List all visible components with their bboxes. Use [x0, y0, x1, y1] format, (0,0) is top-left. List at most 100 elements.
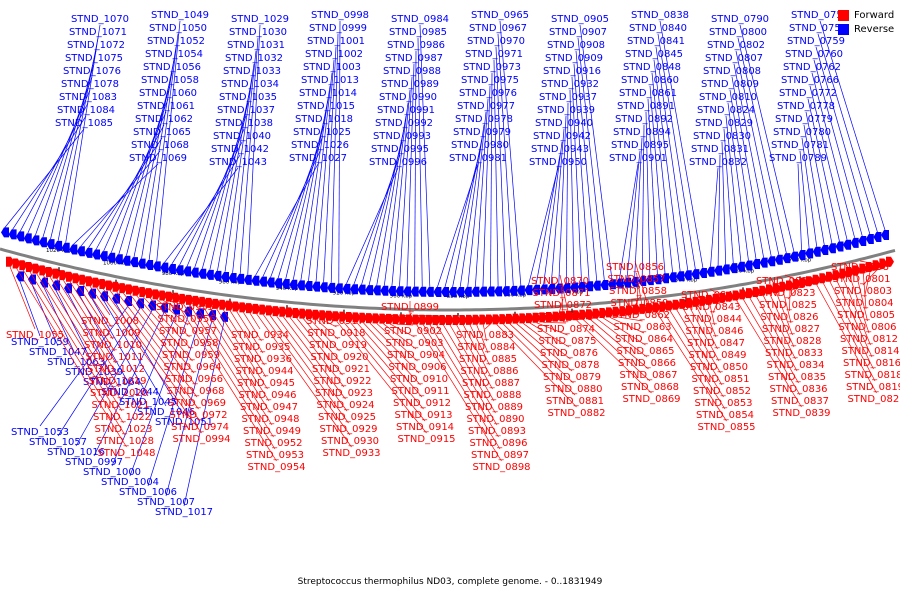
- forward-gene-label: STND_0964: [163, 362, 221, 373]
- reverse-gene-label: STND_0937: [539, 92, 597, 103]
- reverse-gene-leader: [262, 150, 321, 277]
- reverse-gene-arrow: [691, 269, 700, 280]
- reverse-gene-label: STND_1007: [137, 497, 195, 508]
- reverse-gene-label: STND_1052: [147, 36, 205, 47]
- forward-gene-leader: [469, 324, 490, 366]
- forward-gene-label: STND_1019: [88, 376, 146, 387]
- forward-gene-label: STND_0875: [538, 336, 596, 347]
- forward-gene-leader: [256, 313, 352, 448]
- reverse-gene-leader: [727, 102, 749, 261]
- reverse-swatch: [838, 23, 849, 35]
- reverse-gene-leader: [414, 50, 417, 287]
- reverse-gene-label: STND_1078: [61, 79, 119, 90]
- reverse-gene-arrow: [661, 273, 669, 284]
- forward-gene-leader: [536, 322, 568, 336]
- forward-gene-arrow: [652, 302, 661, 313]
- forward-gene-label: STND_0915: [397, 434, 455, 445]
- reverse-gene-leader: [558, 115, 567, 284]
- forward-gene-leader: [789, 290, 791, 312]
- reverse-gene-leader: [129, 316, 189, 477]
- reverse-gene-label: STND_1029: [231, 14, 289, 25]
- reverse-gene-label: STND_0841: [627, 36, 685, 47]
- forward-gene-leader: [656, 312, 727, 422]
- forward-gene-leader: [523, 323, 571, 360]
- reverse-gene-leader: [361, 141, 403, 285]
- reverse-gene-leader: [201, 102, 249, 269]
- reverse-gene-arrow: [16, 271, 24, 282]
- reverse-gene-leader: [19, 281, 41, 337]
- reverse-gene-leader: [419, 24, 431, 287]
- reverse-gene-arrow: [774, 254, 783, 265]
- forward-gene-leader: [463, 324, 492, 378]
- reverse-gene-leader: [721, 141, 727, 265]
- forward-gene-leader: [589, 318, 649, 370]
- genome-backbone: [0, 247, 896, 312]
- forward-gene-label: STND_1055: [6, 330, 64, 341]
- reverse-gene-label: STND_1058: [141, 75, 199, 86]
- forward-gene-leader: [183, 303, 276, 450]
- forward-gene-leader: [603, 317, 646, 346]
- reverse-gene-label: STND_0809: [701, 79, 759, 90]
- forward-gene-arrow: [606, 307, 614, 318]
- reverse-gene-arrow: [645, 275, 654, 286]
- reverse-gene-label: STND_1034: [221, 79, 279, 90]
- forward-gene-label: STND_1011: [85, 352, 143, 363]
- forward-gene-arrow: [112, 281, 121, 292]
- reverse-gene-label: STND_0756: [791, 10, 849, 21]
- reverse-gene-leader: [330, 33, 339, 283]
- reverse-gene-leader: [647, 98, 658, 275]
- reverse-gene-leader: [649, 85, 666, 274]
- reverse-gene-leader: [474, 98, 489, 287]
- forward-gene-arrow: [46, 266, 54, 277]
- reverse-gene-label: STND_0760: [785, 49, 843, 60]
- forward-gene-arrow: [432, 314, 441, 325]
- forward-gene-arrow: [792, 279, 801, 290]
- forward-gene-leader: [143, 296, 192, 350]
- legend-forward: Forward: [838, 8, 894, 22]
- reverse-gene-label: STND_0976: [459, 88, 517, 99]
- legend-forward-label: Forward: [854, 9, 895, 21]
- forward-gene-label: STND_0850: [690, 362, 748, 373]
- forward-gene-arrow: [246, 303, 254, 314]
- reverse-gene-label: STND_1031: [227, 40, 285, 51]
- legend-reverse-label: Reverse: [854, 23, 895, 35]
- reverse-gene-label: STND_1004: [101, 477, 159, 488]
- forward-gene-arrow: [226, 300, 234, 311]
- reverse-gene-label: STND_0789: [769, 153, 827, 164]
- forward-gene-arrow: [79, 274, 88, 285]
- reverse-gene-leader: [651, 72, 673, 273]
- forward-gene-arrow: [479, 314, 488, 325]
- reverse-gene-label: STND_1083: [59, 92, 117, 103]
- forward-gene-arrow: [166, 291, 174, 302]
- reverse-gene-arrow: [600, 279, 609, 290]
- reverse-gene-leader: [353, 154, 401, 285]
- forward-gene-label: STND_1009: [82, 328, 140, 339]
- forward-gene-leader: [836, 280, 873, 358]
- forward-gene-leader: [596, 318, 648, 358]
- reverse-gene-arrow: [221, 271, 229, 282]
- reverse-gene-arrow: [23, 233, 32, 244]
- forward-gene-leader: [496, 324, 577, 408]
- reverse-gene-leader: [165, 320, 213, 497]
- reverse-gene-label: STND_1049: [151, 10, 209, 21]
- forward-gene-label: STND_0954: [247, 462, 305, 473]
- reverse-gene-leader: [255, 163, 319, 276]
- reverse-gene-label: STND_1070: [71, 14, 129, 25]
- forward-gene-leader: [69, 281, 115, 352]
- forward-gene-leader: [559, 274, 571, 321]
- ruler-label: 960 kbp: [219, 280, 242, 286]
- reverse-gene-arrow: [114, 254, 123, 265]
- reverse-gene-leader: [4, 128, 85, 228]
- reverse-gene-label: STND_1059: [11, 337, 69, 348]
- forward-gene-arrow: [379, 313, 388, 324]
- forward-gene-leader: [269, 315, 349, 424]
- reverse-gene-leader: [399, 76, 413, 287]
- reverse-gene-arrow: [524, 285, 533, 296]
- forward-gene-arrow: [592, 308, 601, 319]
- forward-gene-leader: [329, 314, 336, 321]
- forward-gene-arrow: [699, 295, 708, 306]
- reverse-gene-label: STND_1003: [303, 62, 361, 73]
- forward-gene-leader: [129, 294, 195, 374]
- forward-gene-leader: [136, 295, 193, 362]
- reverse-gene-label: STND_1001: [307, 36, 365, 47]
